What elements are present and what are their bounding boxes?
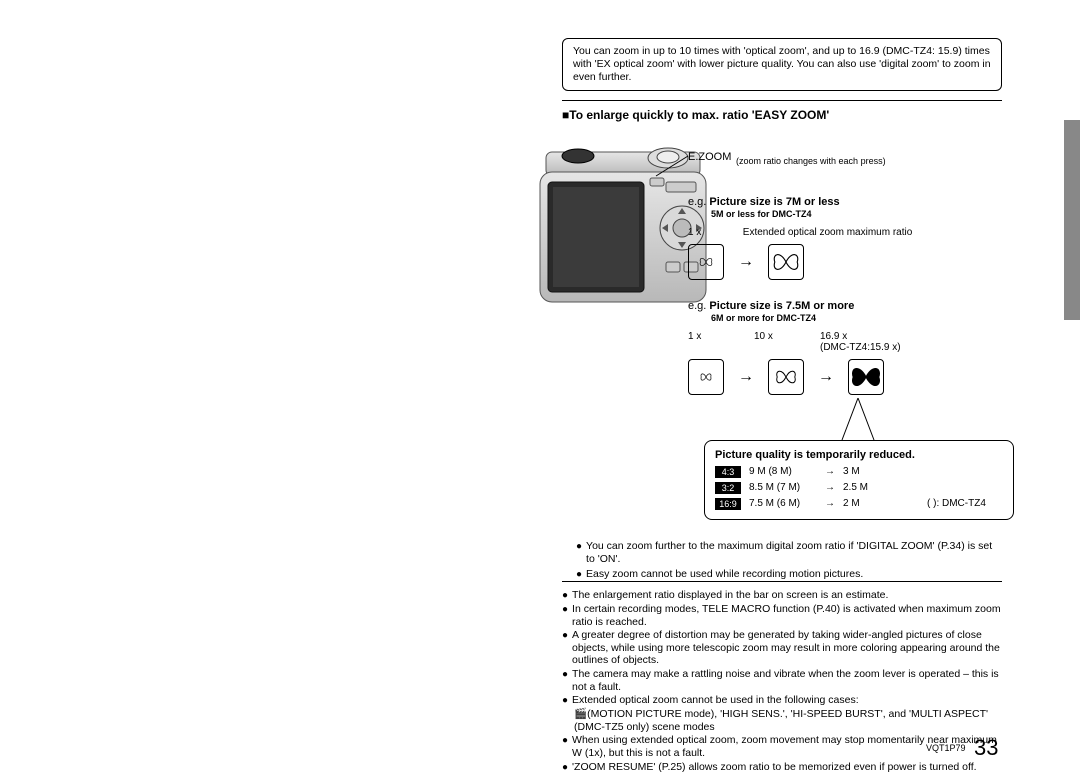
note-item: ●A greater degree of distortion may be g…: [562, 629, 1002, 667]
bullet-icon: ●: [562, 603, 568, 628]
butterfly-mid-icon: [768, 359, 804, 395]
note-text: The camera may make a rattling noise and…: [572, 668, 1002, 693]
eg2-169: 16.9 x (DMC-TZ4:15.9 x): [820, 331, 901, 353]
intro-box: You can zoom in up to 10 times with 'opt…: [562, 38, 1002, 91]
note-text: In certain recording modes, TELE MACRO f…: [572, 603, 1002, 628]
bullet-icon: ●: [562, 668, 568, 693]
eg2-row: 1 x 10 x 16.9 x (DMC-TZ4:15.9 x): [688, 331, 1008, 353]
eg2-sub: 6M or more for DMC-TZ4: [711, 313, 1008, 323]
note-text: Easy zoom cannot be used while recording…: [586, 568, 863, 581]
butterfly-small-icon: [688, 359, 724, 395]
eg1-sub: 5M or less for DMC-TZ4: [711, 209, 1008, 219]
bullet-icon: ●: [562, 761, 568, 774]
arrow-icon: →: [825, 465, 835, 479]
qrow-a: 8.5 M (7 M): [749, 481, 817, 495]
qrow-note: ( ): DMC-TZ4: [927, 497, 986, 511]
divider-mid: [562, 581, 1002, 582]
arrow-icon: →: [738, 368, 754, 386]
callout-pointer: [830, 398, 890, 442]
eg1-prefix: e.g.: [688, 196, 706, 208]
eg2-head: e.g. Picture size is 7.5M or more: [688, 300, 1008, 312]
eg2-169-b: (DMC-TZ4:15.9 x): [820, 342, 901, 353]
eg2-10x: 10 x: [754, 331, 820, 353]
eg2-prefix: e.g.: [688, 300, 706, 312]
note-text: 'ZOOM RESUME' (P.25) allows zoom ratio t…: [572, 761, 977, 774]
qrow-a: 7.5 M (6 M): [749, 497, 817, 511]
qrow-a: 9 M (8 M): [749, 465, 817, 479]
eg1-ext: Extended optical zoom maximum ratio: [743, 227, 913, 238]
bullet-icon: ●: [562, 734, 568, 759]
qrow-b: 2.5 M: [843, 481, 879, 495]
quality-callout: Picture quality is temporarily reduced. …: [704, 440, 1014, 520]
butterfly-small-icon: [688, 244, 724, 280]
bullet-icon: ●: [576, 568, 582, 581]
note-text: A greater degree of distortion may be ge…: [572, 629, 1002, 667]
butterfly-large-icon: [768, 244, 804, 280]
ratio-badge: 3:2: [715, 482, 741, 495]
bullet-icon: ●: [576, 540, 582, 566]
note-text: The enlargement ratio displayed in the b…: [572, 589, 888, 602]
side-tab: [1064, 120, 1080, 320]
notes-group-a: ●You can zoom further to the maximum dig…: [576, 540, 994, 583]
eg1-row: 1 x Extended optical zoom maximum ratio: [688, 227, 1008, 238]
page-number: 33: [974, 735, 998, 761]
section-heading: ■To enlarge quickly to max. ratio 'EASY …: [562, 108, 829, 122]
eg2-title: Picture size is 7.5M or more: [709, 300, 854, 312]
quality-title: Picture quality is temporarily reduced.: [715, 449, 1003, 461]
arrow-icon: →: [818, 368, 834, 386]
butterfly-large-icon: [848, 359, 884, 395]
note-item: ●You can zoom further to the maximum dig…: [576, 540, 994, 566]
note-text: 🎬(MOTION PICTURE mode), 'HIGH SENS.', 'H…: [574, 708, 1002, 733]
footer-code: VQT1P79: [926, 743, 966, 753]
qrow-b: 3 M: [843, 465, 879, 479]
note-item: ●In certain recording modes, TELE MACRO …: [562, 603, 1002, 628]
eg2-1x: 1 x: [688, 331, 754, 353]
ezoom-label: E.ZOOM: [688, 151, 731, 163]
arrow-icon: →: [825, 481, 835, 495]
quality-row: 3:2 8.5 M (7 M) → 2.5 M: [715, 481, 1003, 495]
quality-row: 4:3 9 M (8 M) → 3 M: [715, 465, 1003, 479]
note-text: Extended optical zoom cannot be used in …: [572, 694, 859, 707]
eg2-icons: → →: [688, 359, 1008, 395]
ezoom-note: (zoom ratio changes with each press): [736, 156, 886, 166]
eg2-169-a: 16.9 x: [820, 331, 847, 342]
note-subitem: 🎬(MOTION PICTURE mode), 'HIGH SENS.', 'H…: [574, 708, 1002, 733]
note-text: You can zoom further to the maximum digi…: [586, 540, 994, 566]
note-item: ● Extended optical zoom cannot be used in…: [562, 694, 1002, 707]
eg1-title: Picture size is 7M or less: [709, 196, 839, 208]
example-2: e.g. Picture size is 7.5M or more 6M or …: [688, 300, 1008, 395]
eg1-head: e.g. Picture size is 7M or less: [688, 196, 1008, 208]
bullet-icon: ●: [562, 694, 568, 707]
example-1: e.g. Picture size is 7M or less 5M or le…: [688, 196, 1008, 280]
note-item: ● Easy zoom cannot be used while recordin…: [576, 568, 994, 581]
arrow-icon: →: [825, 497, 835, 511]
bullet-icon: ●: [562, 589, 568, 602]
note-item: ● The enlargement ratio displayed in the …: [562, 589, 1002, 602]
note-item: ●The camera may make a rattling noise an…: [562, 668, 1002, 693]
bullet-icon: ●: [562, 629, 568, 667]
eg1-icons: →: [688, 244, 1008, 280]
eg1-1x: 1 x: [688, 227, 740, 238]
page: You can zoom in up to 10 times with 'opt…: [0, 0, 1080, 767]
arrow-icon: →: [738, 253, 754, 271]
divider-top: [562, 100, 1002, 101]
note-item: ● 'ZOOM RESUME' (P.25) allows zoom ratio …: [562, 761, 1002, 774]
ratio-badge: 16:9: [715, 498, 741, 511]
quality-row: 16:9 7.5 M (6 M) → 2 M ( ): DMC-TZ4: [715, 497, 1003, 511]
ratio-badge: 4:3: [715, 466, 741, 479]
qrow-b: 2 M: [843, 497, 879, 511]
